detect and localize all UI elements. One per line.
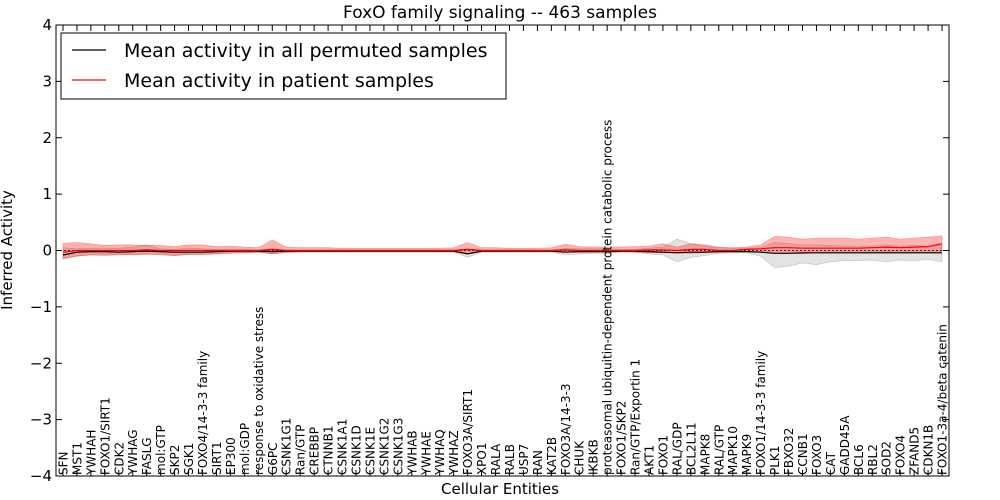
category-label: CDKN1B	[922, 425, 936, 475]
category-label: FOXO1/SIRT1	[98, 397, 112, 475]
y-tick-label: 1	[42, 185, 52, 203]
plot-area	[56, 235, 949, 268]
y-tick-label: 3	[42, 72, 52, 90]
category-label: YWHAE	[419, 431, 433, 476]
category-label: MAPK8	[698, 434, 712, 475]
category-label: MAPK10	[726, 426, 740, 475]
series-line-patient	[62, 243, 943, 253]
category-label: IKBKB	[587, 439, 601, 475]
category-label: KAT2B	[545, 437, 559, 475]
category-label: FOXO1/14-3-3 family	[754, 351, 768, 475]
category-label: G6PC	[266, 442, 280, 475]
category-label: SKP2	[168, 445, 182, 475]
category-label: CSNK1G1	[280, 418, 294, 475]
y-axis-label: Inferred Activity	[0, 190, 16, 310]
category-label: FOXO4	[894, 435, 908, 475]
category-label: RAL/GDP	[670, 422, 684, 475]
category-label: PLK1	[768, 446, 782, 475]
category-label: Ran/GTP/Exportin 1	[629, 359, 643, 475]
category-label: MAPK9	[740, 434, 754, 475]
y-tick-label: −1	[30, 298, 52, 316]
category-label: CSNK1G2	[377, 418, 391, 475]
category-label: USP7	[517, 444, 531, 475]
legend: Mean activity in all permuted samples Me…	[60, 32, 507, 100]
category-label: RAL/GTP	[712, 425, 726, 475]
category-label: SOD2	[880, 441, 894, 475]
category-label: YWHAQ	[433, 429, 447, 476]
chart-title: FoxO family signaling -- 463 samples	[343, 3, 657, 23]
category-label: RALA	[489, 443, 503, 475]
category-label: FOXO1-3a-4/beta catenin	[936, 324, 950, 475]
category-label: CSNK1E	[363, 427, 377, 475]
category-label: FOXO1	[657, 435, 671, 475]
y-tick-label: 2	[42, 129, 52, 147]
category-label: CTNNB1	[322, 425, 336, 475]
category-label: FOXO1/SKP2	[615, 400, 629, 475]
category-label: RALB	[503, 444, 517, 475]
category-label: RAN	[531, 450, 545, 475]
y-tick-label: 4	[42, 16, 52, 34]
legend-frame	[60, 32, 507, 100]
category-label: CDK2	[112, 442, 126, 475]
category-label: CHUK	[573, 440, 587, 475]
category-label: YWHAH	[84, 430, 98, 476]
category-label: FOXO3A/14-3-3	[559, 383, 573, 475]
category-label: EP300	[224, 437, 238, 475]
y-tick-label: 0	[42, 242, 52, 260]
category-labels: SFN MST1 YWHAH FOXO1/SIRT1 CDK2 YWHAG FASLG mol…	[57, 120, 950, 476]
category-label: FBXO32	[782, 428, 796, 475]
category-label: mol:GTP	[154, 425, 168, 475]
category-label: BCL6	[852, 444, 866, 475]
category-label: CAT	[824, 451, 838, 475]
category-label: XPO1	[475, 442, 489, 475]
category-label: CSNK1G3	[391, 418, 405, 475]
category-label: CSNK1D	[350, 425, 364, 475]
category-label: CREBBP	[308, 427, 322, 475]
category-label: FOXO4/14-3-3 family	[196, 351, 210, 475]
category-label: FASLG	[140, 437, 154, 475]
category-label: SFN	[57, 452, 71, 476]
category-label: SIRT1	[210, 441, 224, 475]
y-tick-label: −2	[30, 354, 52, 372]
axis-ticks: 4 3 2 1 0 −1 −2 −3 −4	[30, 16, 949, 485]
category-label: response to oxidative stress	[252, 307, 266, 475]
category-label: CSNK1A1	[336, 419, 350, 475]
category-label: mol:GDP	[238, 423, 252, 475]
legend-label-patient: Mean activity in patient samples	[124, 70, 434, 92]
category-label: Ran/GTP	[294, 425, 308, 476]
category-label: RBL2	[866, 444, 880, 475]
category-label: GADD45A	[838, 415, 852, 475]
y-tick-label: −4	[30, 467, 52, 485]
category-label: YWHAZ	[447, 430, 461, 476]
category-label: proteasomal ubiquitin-dependent protein …	[601, 120, 615, 475]
category-label: BCL2L11	[684, 422, 698, 475]
category-label: AKT1	[643, 445, 657, 475]
legend-label-permuted: Mean activity in all permuted samples	[124, 40, 487, 62]
category-label: MST1	[70, 442, 84, 475]
x-axis-label: Cellular Entities	[441, 480, 559, 498]
category-label: YWHAG	[126, 429, 140, 476]
category-label: SGK1	[182, 443, 196, 475]
category-label: FOXO3	[810, 435, 824, 475]
category-label: ZFAND5	[908, 427, 922, 475]
category-label: FOXO3A/SIRT1	[461, 389, 475, 475]
y-tick-label: −3	[30, 411, 52, 429]
category-label: YWHAB	[405, 430, 419, 476]
category-label: CCNB1	[796, 433, 810, 475]
